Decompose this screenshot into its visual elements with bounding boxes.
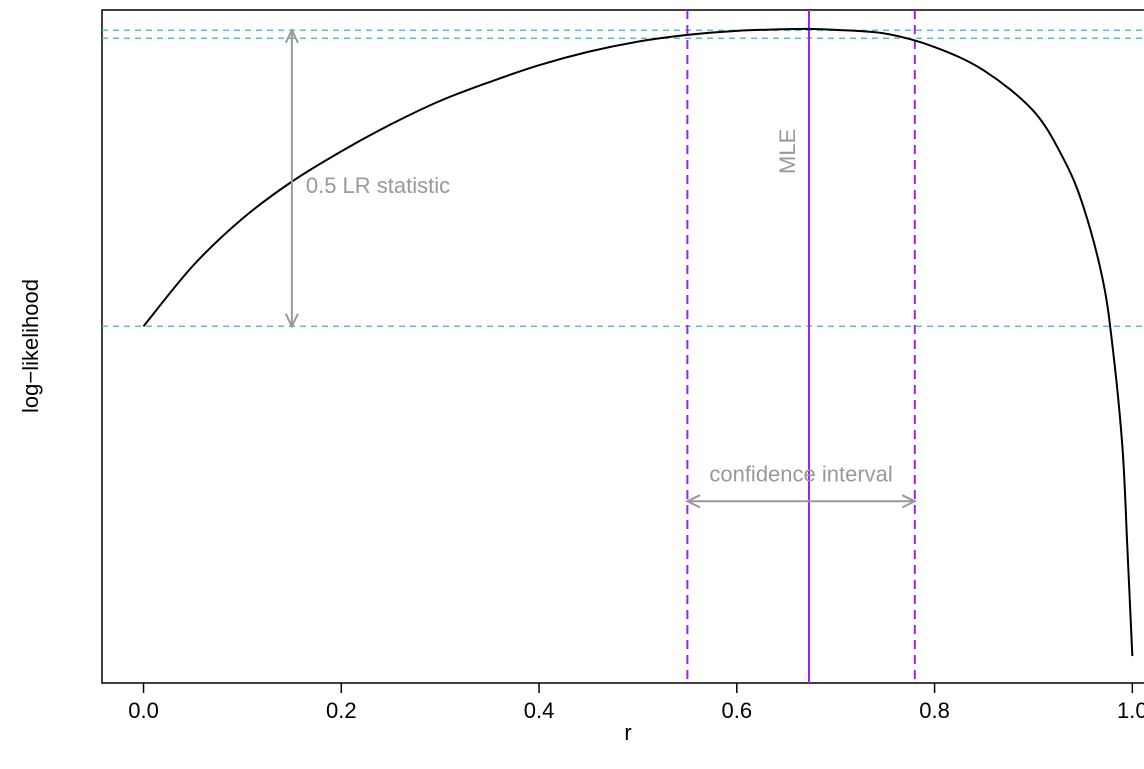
log-likelihood-curve bbox=[142, 27, 1134, 657]
x-tick-label: 0.2 bbox=[326, 698, 357, 723]
lr-statistic-arrow bbox=[284, 27, 299, 329]
lr-statistic-label: 0.5 LR statistic bbox=[306, 173, 450, 198]
x-tick-label: 0.8 bbox=[919, 698, 950, 723]
x-tick-label: 0.6 bbox=[722, 698, 753, 723]
confidence-interval-label: confidence interval bbox=[709, 461, 892, 486]
plot-box bbox=[101, 9, 1144, 684]
x-tick-label: 0.0 bbox=[128, 698, 159, 723]
confidence-interval-arrow bbox=[685, 494, 918, 509]
x-tick-label: 1.0 bbox=[1117, 698, 1144, 723]
x-axis-label: r bbox=[624, 720, 631, 745]
y-axis-label: log−likelihood bbox=[18, 279, 43, 413]
mle-label: MLE bbox=[775, 129, 800, 174]
x-tick-label: 0.4 bbox=[524, 698, 555, 723]
